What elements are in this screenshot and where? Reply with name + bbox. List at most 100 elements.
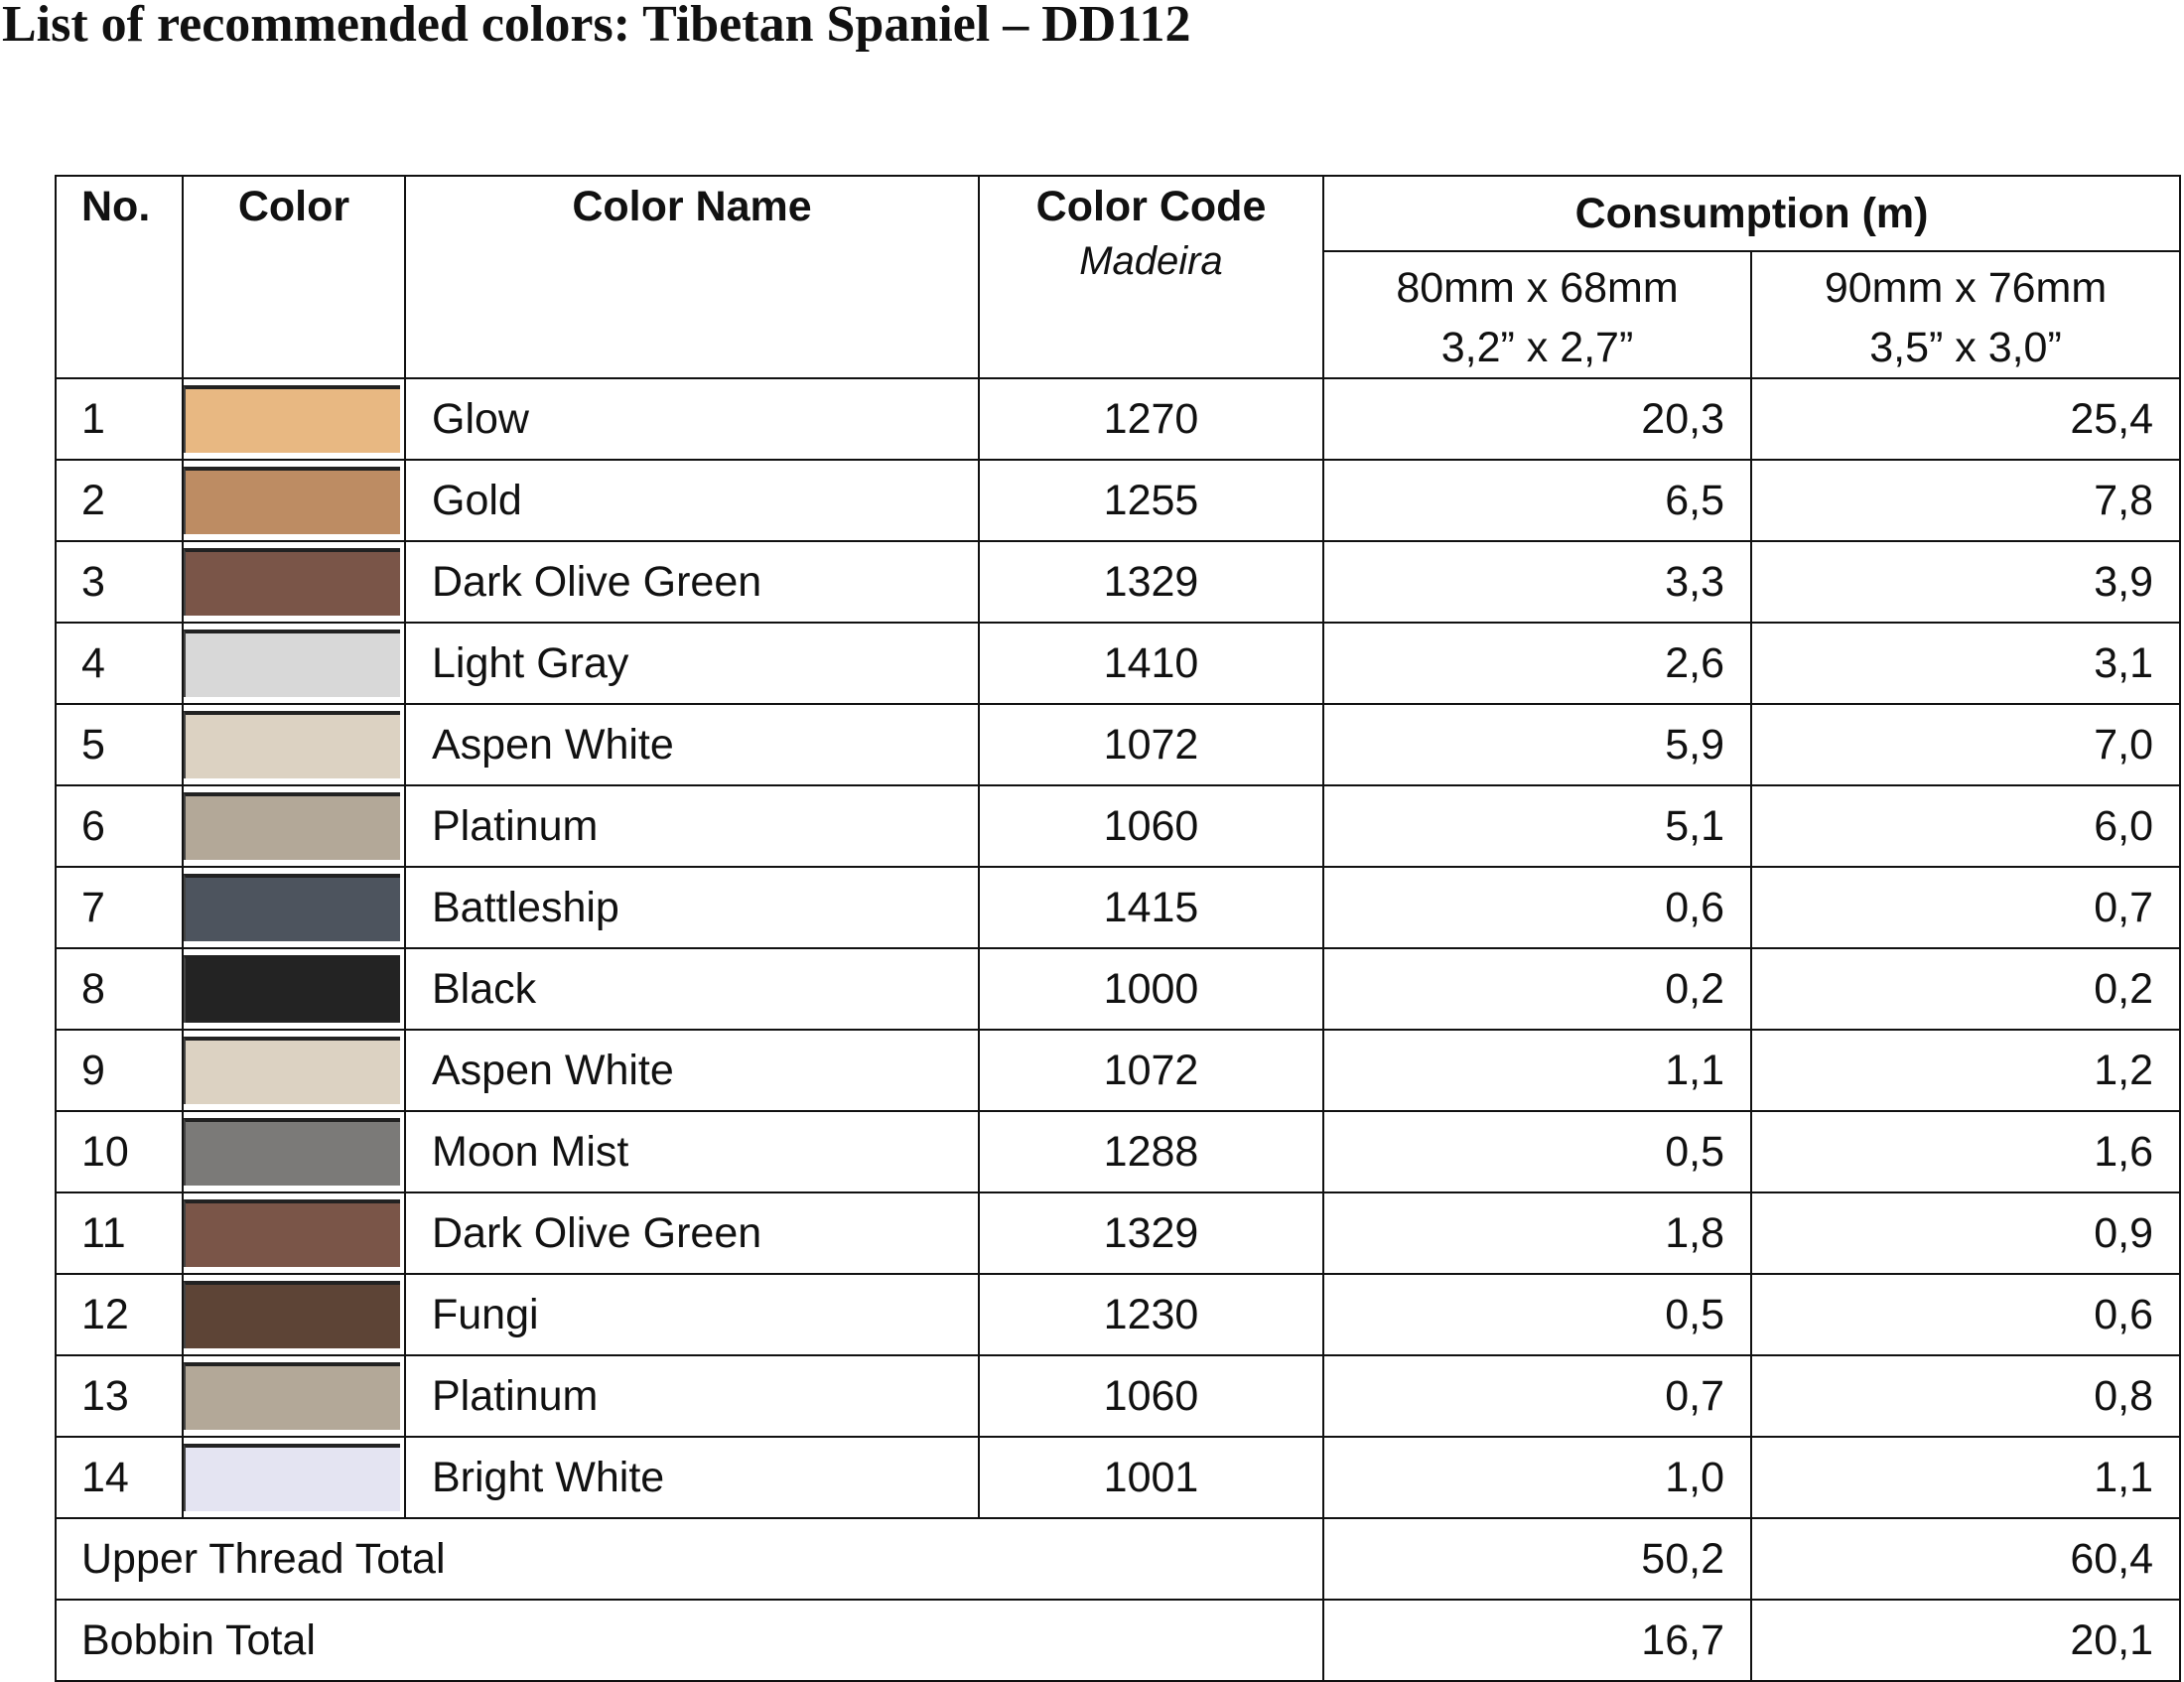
- table-row: 1 Glow 1270 20,3 25,4: [55, 377, 2182, 461]
- consumption-small: 0,6: [1322, 866, 1752, 949]
- consumption-small: 2,6: [1322, 622, 1752, 705]
- color-rows: 1 Glow 1270 20,3 25,4 2 Gold 1255 6,5 7,8 3 Dark Ol…: [55, 377, 2182, 1519]
- consumption-large: 3,1: [1749, 622, 2182, 705]
- color-swatch: [185, 1037, 400, 1104]
- consumption-large: 6,0: [1749, 784, 2182, 868]
- color-code: 1230: [978, 1273, 1324, 1356]
- color-code: 1329: [978, 540, 1324, 624]
- color-swatch: [185, 711, 400, 778]
- color-swatch: [185, 1444, 400, 1511]
- color-name: Battleship: [404, 866, 980, 949]
- consumption-large: 0,2: [1749, 947, 2182, 1031]
- color-name: Platinum: [404, 784, 980, 868]
- table-row: 9 Aspen White 1072 1,1 1,2: [55, 1029, 2182, 1112]
- table-row: 2 Gold 1255 6,5 7,8: [55, 459, 2182, 542]
- color-name: Bright White: [404, 1436, 980, 1519]
- header-no: No.: [55, 175, 184, 379]
- color-swatch: [185, 792, 400, 860]
- header-size-small-in: 3,2” x 2,7”: [1440, 324, 1634, 371]
- consumption-small: 20,3: [1322, 377, 1752, 461]
- consumption-large: 3,9: [1749, 540, 2182, 624]
- total-rows: Upper Thread Total 50,2 60,4 Bobbin Total 16…: [55, 1517, 2182, 1682]
- row-number: 13: [55, 1354, 184, 1438]
- consumption-large: 0,8: [1749, 1354, 2182, 1438]
- total-small: 50,2: [1322, 1517, 1752, 1601]
- color-swatch-cell: [182, 622, 406, 705]
- color-swatch-cell: [182, 459, 406, 542]
- row-number: 3: [55, 540, 184, 624]
- color-code: 1270: [978, 377, 1324, 461]
- consumption-large: 1,2: [1749, 1029, 2182, 1112]
- color-swatch-cell: [182, 784, 406, 868]
- row-number: 1: [55, 377, 184, 461]
- consumption-small: 0,7: [1322, 1354, 1752, 1438]
- color-name: Aspen White: [404, 703, 980, 786]
- row-number: 2: [55, 459, 184, 542]
- row-number: 11: [55, 1191, 184, 1275]
- color-name: Gold: [404, 459, 980, 542]
- color-code: 1072: [978, 703, 1324, 786]
- consumption-large: 1,6: [1749, 1110, 2182, 1193]
- color-swatch: [185, 1199, 400, 1267]
- color-swatch-cell: [182, 377, 406, 461]
- color-swatch: [185, 385, 400, 453]
- color-code: 1410: [978, 622, 1324, 705]
- total-row: Bobbin Total 16,7 20,1: [55, 1599, 2182, 1682]
- consumption-small: 5,1: [1322, 784, 1752, 868]
- consumption-small: 1,0: [1322, 1436, 1752, 1519]
- row-number: 9: [55, 1029, 184, 1112]
- consumption-large: 0,7: [1749, 866, 2182, 949]
- color-code: 1072: [978, 1029, 1324, 1112]
- color-name: Aspen White: [404, 1029, 980, 1112]
- color-swatch-cell: [182, 1110, 406, 1193]
- color-code: 1288: [978, 1110, 1324, 1193]
- color-name: Glow: [404, 377, 980, 461]
- color-code: 1060: [978, 784, 1324, 868]
- row-number: 14: [55, 1436, 184, 1519]
- color-swatch: [185, 1281, 400, 1348]
- row-number: 12: [55, 1273, 184, 1356]
- table-row: 3 Dark Olive Green 1329 3,3 3,9: [55, 540, 2182, 624]
- color-code: 1329: [978, 1191, 1324, 1275]
- table-row: 11 Dark Olive Green 1329 1,8 0,9: [55, 1191, 2182, 1275]
- color-swatch: [185, 548, 400, 616]
- consumption-small: 6,5: [1322, 459, 1752, 542]
- color-swatch: [185, 874, 400, 941]
- page-title: List of recommended colors: Tibetan Span…: [2, 0, 1191, 53]
- total-large: 60,4: [1749, 1517, 2182, 1601]
- header-color-code-label: Color Code: [1035, 183, 1267, 230]
- consumption-large: 25,4: [1749, 377, 2182, 461]
- consumption-small: 1,8: [1322, 1191, 1752, 1275]
- consumption-small: 0,2: [1322, 947, 1752, 1031]
- consumption-large: 7,8: [1749, 459, 2182, 542]
- header-color-code: Color Code Madeira: [978, 175, 1324, 379]
- table-row: 7 Battleship 1415 0,6 0,7: [55, 866, 2182, 949]
- consumption-small: 0,5: [1322, 1110, 1752, 1193]
- color-swatch-cell: [182, 1191, 406, 1275]
- color-swatch-cell: [182, 947, 406, 1031]
- table-row: 12 Fungi 1230 0,5 0,6: [55, 1273, 2182, 1356]
- color-swatch: [185, 467, 400, 534]
- row-number: 7: [55, 866, 184, 949]
- header-size-large: 90mm x 76mm 3,5” x 3,0”: [1749, 250, 2182, 379]
- color-code: 1255: [978, 459, 1324, 542]
- consumption-large: 0,9: [1749, 1191, 2182, 1275]
- table-row: 13 Platinum 1060 0,7 0,8: [55, 1354, 2182, 1438]
- color-code: 1060: [978, 1354, 1324, 1438]
- header-size-large-mm: 90mm x 76mm: [1824, 264, 2108, 312]
- row-number: 4: [55, 622, 184, 705]
- color-swatch: [185, 1362, 400, 1430]
- table-row: 14 Bright White 1001 1,0 1,1: [55, 1436, 2182, 1519]
- color-code: 1001: [978, 1436, 1324, 1519]
- consumption-small: 5,9: [1322, 703, 1752, 786]
- color-name: Platinum: [404, 1354, 980, 1438]
- table-row: 10 Moon Mist 1288 0,5 1,6: [55, 1110, 2182, 1193]
- row-number: 5: [55, 703, 184, 786]
- consumption-small: 0,5: [1322, 1273, 1752, 1356]
- consumption-large: 0,6: [1749, 1273, 2182, 1356]
- table-row: 6 Platinum 1060 5,1 6,0: [55, 784, 2182, 868]
- color-swatch-cell: [182, 1273, 406, 1356]
- color-code: 1000: [978, 947, 1324, 1031]
- color-name: Light Gray: [404, 622, 980, 705]
- color-swatch-cell: [182, 1354, 406, 1438]
